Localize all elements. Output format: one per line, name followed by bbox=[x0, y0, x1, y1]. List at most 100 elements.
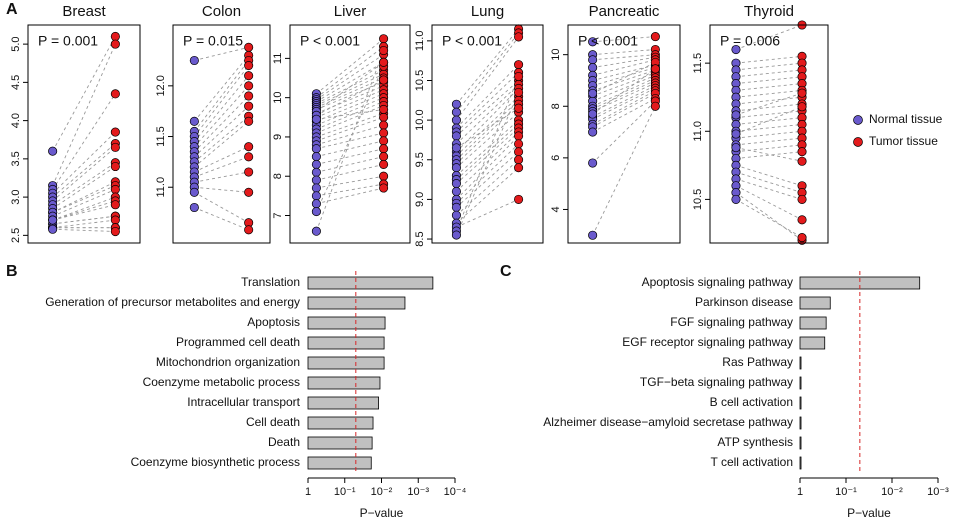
pair-line bbox=[456, 167, 519, 224]
pair-line bbox=[456, 28, 519, 105]
pair-line bbox=[52, 204, 116, 221]
normal-point bbox=[189, 187, 199, 197]
normal-point bbox=[311, 199, 321, 209]
normal-point bbox=[731, 194, 741, 204]
legend-marker bbox=[853, 115, 863, 125]
tumor-point bbox=[797, 215, 807, 225]
y-tick-label: 10.5 bbox=[414, 70, 426, 91]
pair-line bbox=[735, 199, 803, 238]
pair-line bbox=[194, 105, 249, 158]
tumor-point bbox=[110, 200, 120, 210]
pair-line bbox=[194, 171, 249, 183]
category-label: Coenzyme biosynthetic process bbox=[131, 455, 300, 469]
pair-line bbox=[316, 69, 384, 104]
normal-point bbox=[588, 55, 598, 65]
tumor-point bbox=[650, 101, 660, 111]
tumor-point bbox=[379, 171, 389, 181]
bar bbox=[799, 356, 802, 370]
tumor-point bbox=[514, 103, 524, 113]
y-tick-label: 10 bbox=[550, 49, 562, 61]
bar bbox=[799, 396, 802, 410]
pair-line bbox=[52, 131, 116, 194]
pair-line bbox=[456, 32, 519, 113]
pair-line bbox=[316, 54, 384, 101]
category-label: Parkinson disease bbox=[695, 295, 793, 309]
pair-line bbox=[592, 54, 656, 61]
pair-line bbox=[316, 38, 384, 95]
pair-line bbox=[316, 124, 384, 146]
pair-line bbox=[592, 68, 656, 115]
pair-line bbox=[735, 147, 803, 162]
x-tick-label: 10⁻³ bbox=[407, 486, 429, 498]
panel-frame bbox=[709, 24, 829, 244]
pair-line bbox=[592, 72, 656, 97]
pair-line bbox=[592, 80, 656, 110]
panel-frame bbox=[27, 24, 141, 244]
tumor-point bbox=[514, 163, 524, 173]
pair-line bbox=[456, 107, 519, 149]
y-tick-label: 10.0 bbox=[414, 109, 426, 130]
pair-line bbox=[316, 156, 384, 173]
category-label: Translation bbox=[241, 275, 300, 289]
pair-line bbox=[735, 171, 803, 194]
tumor-point bbox=[379, 159, 389, 169]
tumor-point bbox=[244, 91, 254, 101]
pair-line bbox=[456, 92, 519, 236]
bar bbox=[799, 336, 826, 350]
normal-point bbox=[588, 88, 598, 98]
x-axis-title: P−value bbox=[360, 506, 404, 520]
y-tick-label: 10.5 bbox=[692, 189, 704, 210]
pair-line bbox=[315, 50, 385, 232]
normal-point bbox=[731, 110, 741, 120]
y-tick-label: 3.5 bbox=[10, 151, 22, 166]
category-label: Apoptosis signaling pathway bbox=[642, 275, 793, 289]
tumor-point bbox=[379, 128, 389, 138]
pair-line bbox=[735, 96, 803, 105]
category-label: Programmed cell death bbox=[176, 335, 300, 349]
pair-line bbox=[52, 181, 116, 213]
y-tick-label: 4 bbox=[550, 206, 562, 212]
pair-line bbox=[52, 93, 116, 190]
y-tick-label: 11.0 bbox=[692, 121, 704, 142]
pair-line bbox=[316, 97, 384, 126]
pair-line bbox=[735, 69, 803, 78]
normal-point bbox=[48, 146, 58, 156]
tumor-point bbox=[379, 112, 389, 122]
pair-line bbox=[316, 109, 384, 120]
normal-point bbox=[451, 230, 461, 240]
normal-point bbox=[451, 163, 461, 173]
category-label: Cell death bbox=[246, 415, 300, 429]
pair-line bbox=[316, 187, 384, 205]
pair-line bbox=[592, 85, 656, 117]
tumor-point bbox=[244, 142, 254, 152]
pair-line bbox=[735, 137, 803, 146]
category-label: Death bbox=[268, 435, 300, 449]
pair-line bbox=[735, 164, 803, 187]
category-label: Intracellular transport bbox=[187, 395, 300, 409]
pair-line bbox=[456, 123, 519, 180]
normal-point bbox=[311, 183, 321, 193]
pair-line bbox=[456, 131, 519, 192]
pair-line bbox=[456, 99, 519, 161]
p-value-annotation: P < 0.001 bbox=[442, 33, 502, 49]
y-tick-label: 7 bbox=[272, 212, 284, 218]
pair-line bbox=[316, 101, 384, 130]
category-label: Mitochondrion organization bbox=[156, 355, 300, 369]
normal-point bbox=[48, 224, 58, 234]
y-tick-label: 4.5 bbox=[10, 75, 22, 90]
category-label: FGF signaling pathway bbox=[670, 315, 793, 329]
pair-line bbox=[456, 135, 519, 200]
pair-line bbox=[316, 46, 384, 99]
tumor-point bbox=[797, 233, 807, 243]
x-tick-label: 1 bbox=[305, 486, 311, 498]
bar bbox=[307, 316, 386, 330]
tumor-point bbox=[244, 152, 254, 162]
tumor-point bbox=[514, 60, 524, 70]
panel-frame bbox=[289, 24, 411, 244]
tumor-point bbox=[379, 152, 389, 162]
normal-point bbox=[189, 55, 199, 66]
pair-line bbox=[316, 105, 384, 134]
pair-line bbox=[456, 119, 519, 176]
bar bbox=[307, 376, 381, 390]
pair-line bbox=[592, 98, 656, 133]
